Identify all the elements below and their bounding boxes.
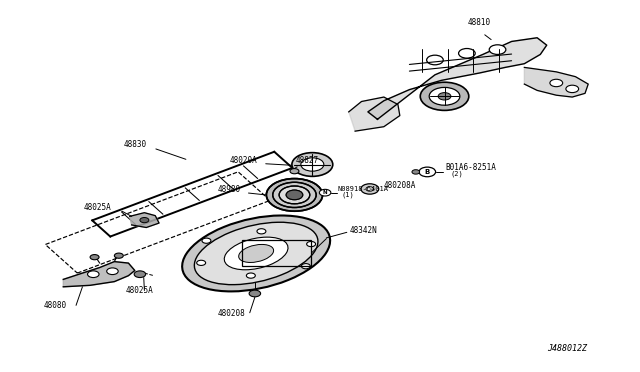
Text: (2): (2) bbox=[451, 171, 463, 177]
Circle shape bbox=[140, 218, 149, 223]
Circle shape bbox=[366, 187, 374, 191]
Text: 48342N: 48342N bbox=[349, 227, 377, 235]
Ellipse shape bbox=[195, 222, 318, 285]
Circle shape bbox=[115, 253, 124, 258]
Bar bbox=[242, 240, 311, 266]
Polygon shape bbox=[130, 213, 159, 228]
Circle shape bbox=[550, 79, 563, 87]
Circle shape bbox=[319, 189, 331, 196]
Polygon shape bbox=[349, 97, 400, 131]
Text: 48980: 48980 bbox=[218, 185, 241, 193]
Circle shape bbox=[273, 182, 316, 208]
Text: 480208: 480208 bbox=[218, 310, 246, 318]
Circle shape bbox=[88, 271, 99, 278]
Text: N: N bbox=[323, 190, 328, 195]
Circle shape bbox=[290, 169, 299, 174]
Ellipse shape bbox=[224, 237, 288, 270]
Circle shape bbox=[196, 260, 205, 266]
Circle shape bbox=[427, 55, 444, 65]
Circle shape bbox=[286, 190, 303, 200]
Text: J488012Z: J488012Z bbox=[547, 344, 587, 353]
Circle shape bbox=[420, 82, 468, 110]
Polygon shape bbox=[63, 262, 135, 287]
Circle shape bbox=[134, 271, 146, 278]
Circle shape bbox=[419, 167, 436, 177]
Circle shape bbox=[307, 241, 316, 247]
Circle shape bbox=[489, 45, 506, 54]
Circle shape bbox=[279, 186, 310, 204]
Circle shape bbox=[301, 158, 324, 171]
Text: 48810: 48810 bbox=[468, 18, 492, 28]
Circle shape bbox=[202, 238, 211, 243]
Circle shape bbox=[412, 170, 420, 174]
Text: 48025A: 48025A bbox=[84, 203, 111, 212]
Circle shape bbox=[566, 85, 579, 93]
Circle shape bbox=[90, 254, 99, 260]
Bar bbox=[45, 172, 270, 273]
Circle shape bbox=[249, 290, 260, 297]
Circle shape bbox=[257, 229, 266, 234]
Circle shape bbox=[266, 179, 323, 211]
Text: 48080: 48080 bbox=[44, 301, 67, 310]
Circle shape bbox=[459, 48, 475, 58]
Text: 48827: 48827 bbox=[296, 155, 319, 165]
Ellipse shape bbox=[182, 215, 330, 291]
Text: 480208A: 480208A bbox=[384, 181, 416, 190]
Text: B01A6-8251A: B01A6-8251A bbox=[446, 163, 497, 172]
Circle shape bbox=[301, 264, 310, 269]
Text: (1): (1) bbox=[342, 191, 355, 198]
Text: N08918-6401A: N08918-6401A bbox=[338, 186, 389, 192]
Circle shape bbox=[107, 268, 118, 275]
Circle shape bbox=[429, 87, 460, 105]
Text: 48830: 48830 bbox=[124, 140, 147, 149]
Text: 48025A: 48025A bbox=[126, 286, 154, 295]
Circle shape bbox=[361, 184, 379, 194]
Circle shape bbox=[438, 93, 451, 100]
Text: B: B bbox=[425, 169, 430, 175]
Circle shape bbox=[286, 190, 303, 200]
Polygon shape bbox=[524, 67, 588, 97]
Polygon shape bbox=[368, 38, 547, 119]
Circle shape bbox=[246, 273, 255, 278]
Circle shape bbox=[292, 153, 333, 176]
Ellipse shape bbox=[239, 244, 274, 263]
Text: 48020A: 48020A bbox=[229, 155, 257, 165]
